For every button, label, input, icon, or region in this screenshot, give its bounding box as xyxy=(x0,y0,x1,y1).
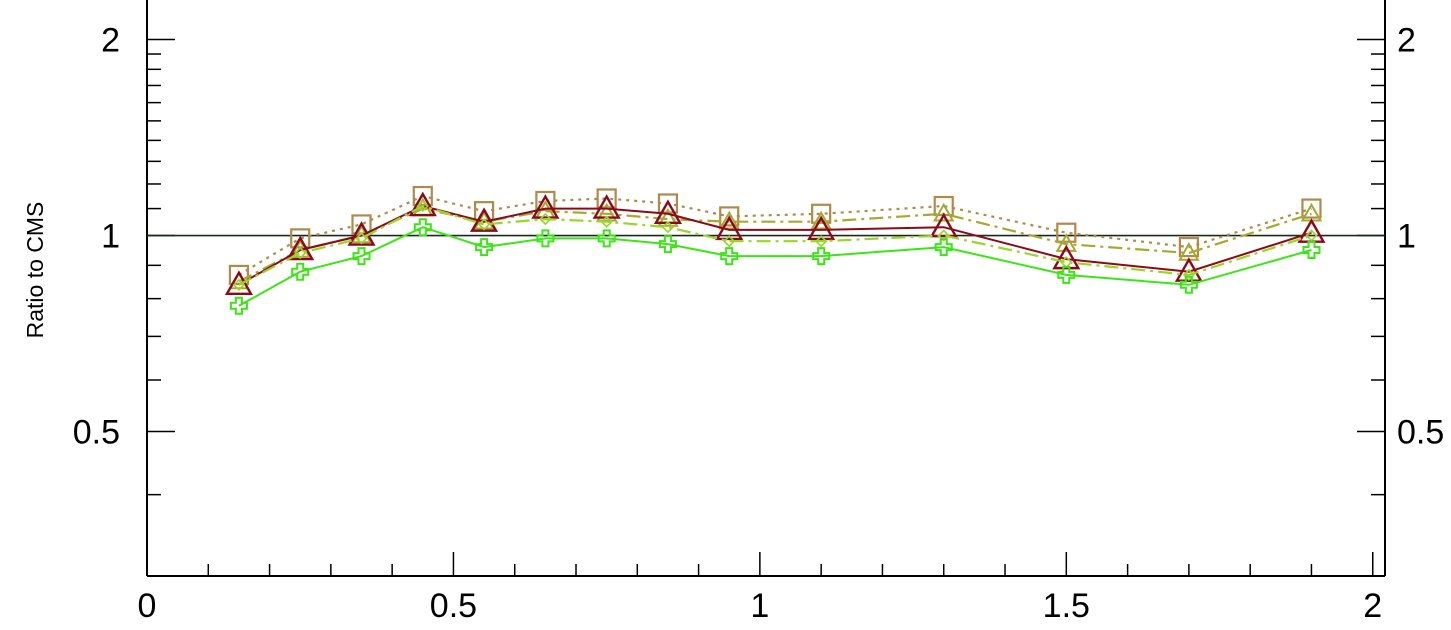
data-point-cross xyxy=(720,247,739,266)
data-point-cross xyxy=(536,229,555,248)
data-point-square xyxy=(535,190,556,212)
data-point-triangle xyxy=(224,270,253,296)
x-tick-label: 0.5 xyxy=(430,587,477,625)
data-point-cross xyxy=(597,229,616,248)
y-tick-label-right: 1 xyxy=(1397,218,1416,256)
series-line xyxy=(238,204,1312,286)
data-point-diamond xyxy=(937,229,950,242)
data-point-cross xyxy=(1179,275,1198,294)
data-point-triangle xyxy=(718,210,740,230)
data-point-cross xyxy=(934,238,953,257)
data-point-triangle xyxy=(810,210,832,230)
data-point-cross xyxy=(812,247,831,266)
data-point-triangle xyxy=(1055,233,1078,252)
series-line xyxy=(238,226,1312,307)
data-point-square xyxy=(1178,236,1199,258)
x-tick-label: 2 xyxy=(1363,587,1382,625)
data-point-cross xyxy=(658,235,677,254)
data-point-cross xyxy=(475,238,494,257)
series-3 xyxy=(232,199,1318,291)
series-4 xyxy=(229,218,1321,315)
data-point-square xyxy=(719,206,740,227)
data-point-square xyxy=(657,193,679,214)
data-point-diamond xyxy=(1182,268,1196,282)
x-tick-label: 0 xyxy=(138,587,157,625)
data-point-triangle xyxy=(470,207,499,232)
data-point-diamond xyxy=(477,218,491,231)
data-point-diamond xyxy=(661,221,675,234)
x-tick-label: 1 xyxy=(750,587,769,625)
data-point-diamond xyxy=(232,278,246,291)
data-point-diamond xyxy=(1305,229,1318,242)
data-point-triangle xyxy=(657,208,679,227)
y-tick-label-right: 2 xyxy=(1397,22,1416,60)
tick-labels: 0 0.5 1 1.5 2 0.5 0.5 1 1 2 2 xyxy=(73,22,1445,625)
data-point-cross xyxy=(291,262,310,281)
data-point-diamond xyxy=(600,215,613,228)
series-line xyxy=(238,194,1312,276)
data-point-diamond xyxy=(355,232,368,245)
data-point-cross xyxy=(413,218,432,237)
y-tick-label-right: 0.5 xyxy=(1397,414,1444,452)
y-axis-title: Ratio to CMS xyxy=(22,202,48,339)
series-group xyxy=(224,185,1326,315)
data-point-cross xyxy=(1302,241,1321,259)
data-point-square xyxy=(596,188,617,209)
data-point-square xyxy=(1056,222,1077,243)
data-point-triangle xyxy=(715,215,744,241)
data-point-diamond xyxy=(815,235,828,248)
series-line xyxy=(238,204,1312,286)
plot-frame xyxy=(146,0,1386,577)
data-point-cross xyxy=(1057,265,1076,284)
data-point-triangle xyxy=(408,191,437,217)
data-point-cross xyxy=(229,296,248,315)
data-point-diamond xyxy=(294,246,307,260)
data-point-diamond xyxy=(416,199,429,213)
data-point-triangle xyxy=(595,202,618,222)
data-point-cross xyxy=(352,247,371,266)
x-tick-label: 1.5 xyxy=(1043,587,1090,625)
data-point-triangle xyxy=(531,194,560,219)
y-tick-label-left: 1 xyxy=(101,218,120,256)
data-point-diamond xyxy=(539,212,552,226)
y-tick-label-left: 2 xyxy=(101,22,120,60)
data-point-triangle xyxy=(933,202,955,222)
data-point-diamond xyxy=(723,235,736,248)
data-point-square xyxy=(1301,198,1322,219)
data-point-triangle xyxy=(807,215,836,241)
y-tick-label-left: 0.5 xyxy=(73,414,120,452)
series-2 xyxy=(224,191,1326,296)
axis-ticks xyxy=(146,38,1385,576)
data-point-triangle xyxy=(929,212,958,238)
